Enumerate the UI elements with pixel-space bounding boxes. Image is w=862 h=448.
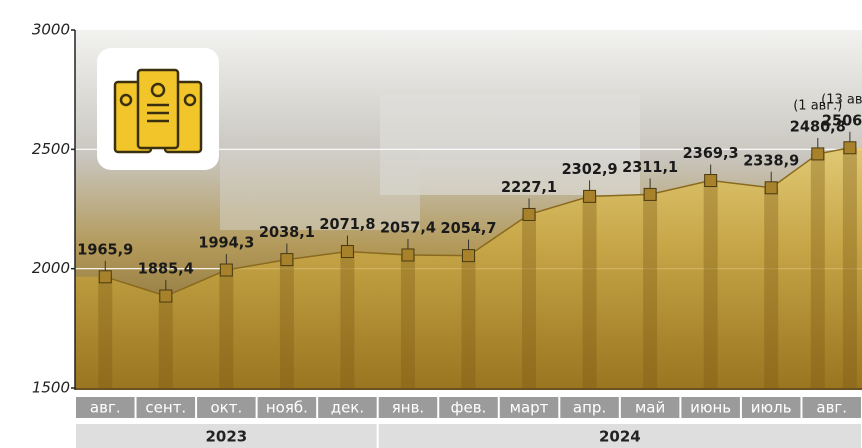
month-label: авг.	[816, 399, 847, 417]
month-label: фев.	[451, 399, 487, 417]
month-label: май	[635, 399, 665, 417]
value-label: 1885,4	[138, 260, 194, 278]
point	[463, 250, 475, 262]
value-label: 2227,1	[501, 178, 557, 196]
month-label: июль	[751, 399, 792, 417]
gold-icon	[97, 48, 219, 170]
value-label: 2506,6	[822, 111, 862, 129]
value-label: 1994,3	[198, 234, 254, 252]
point	[523, 208, 535, 220]
value-label: 1965,9	[77, 240, 133, 258]
value-label: 2369,3	[683, 144, 739, 162]
y-tick-label: 1500	[32, 379, 70, 397]
month-label: июнь	[690, 399, 731, 417]
point	[99, 271, 111, 283]
point-note: (13 авг.)	[821, 92, 862, 107]
value-label: 2071,8	[319, 215, 375, 233]
stem	[280, 260, 294, 388]
value-label: 2038,1	[259, 223, 315, 241]
stem	[340, 252, 354, 388]
month-label: апр.	[573, 399, 606, 417]
point	[765, 182, 777, 194]
y-tick-label: 3000	[32, 21, 70, 39]
point	[281, 254, 293, 266]
month-label: дек.	[331, 399, 364, 417]
point	[705, 175, 717, 187]
stem	[98, 277, 112, 388]
value-label: 2302,9	[562, 160, 618, 178]
month-label: нояб.	[266, 399, 308, 417]
value-label: 2311,1	[622, 158, 678, 176]
month-label: авг.	[90, 399, 121, 417]
chart: 1500 2000 2500 3000 авг. сент. окт. нояб. дек. ян…	[0, 0, 862, 448]
point	[844, 142, 856, 154]
stem	[704, 181, 718, 388]
y-tick-label: 2000	[32, 259, 70, 277]
month-label: окт.	[210, 399, 242, 417]
stem	[401, 255, 415, 388]
point	[644, 188, 656, 200]
month-label: март	[510, 399, 549, 417]
year-label: 2024	[599, 428, 641, 446]
stem	[843, 148, 857, 388]
month-label: янв.	[392, 399, 424, 417]
point	[220, 264, 232, 276]
value-label: 2057,4	[380, 218, 436, 236]
value-label: 2338,9	[743, 151, 799, 169]
stem	[811, 154, 825, 388]
value-label: 2054,7	[441, 219, 497, 237]
stem	[522, 214, 536, 388]
stem	[643, 194, 657, 388]
month-label: сент.	[145, 399, 186, 417]
point	[812, 148, 824, 160]
point	[160, 290, 172, 302]
point	[402, 249, 414, 261]
stem	[159, 296, 173, 388]
y-tick-label: 2500	[32, 140, 70, 158]
point	[341, 246, 353, 258]
stem	[462, 256, 476, 388]
point	[584, 190, 596, 202]
stem	[219, 270, 233, 388]
stem	[583, 196, 597, 388]
stem	[764, 188, 778, 388]
year-label: 2023	[205, 428, 247, 446]
